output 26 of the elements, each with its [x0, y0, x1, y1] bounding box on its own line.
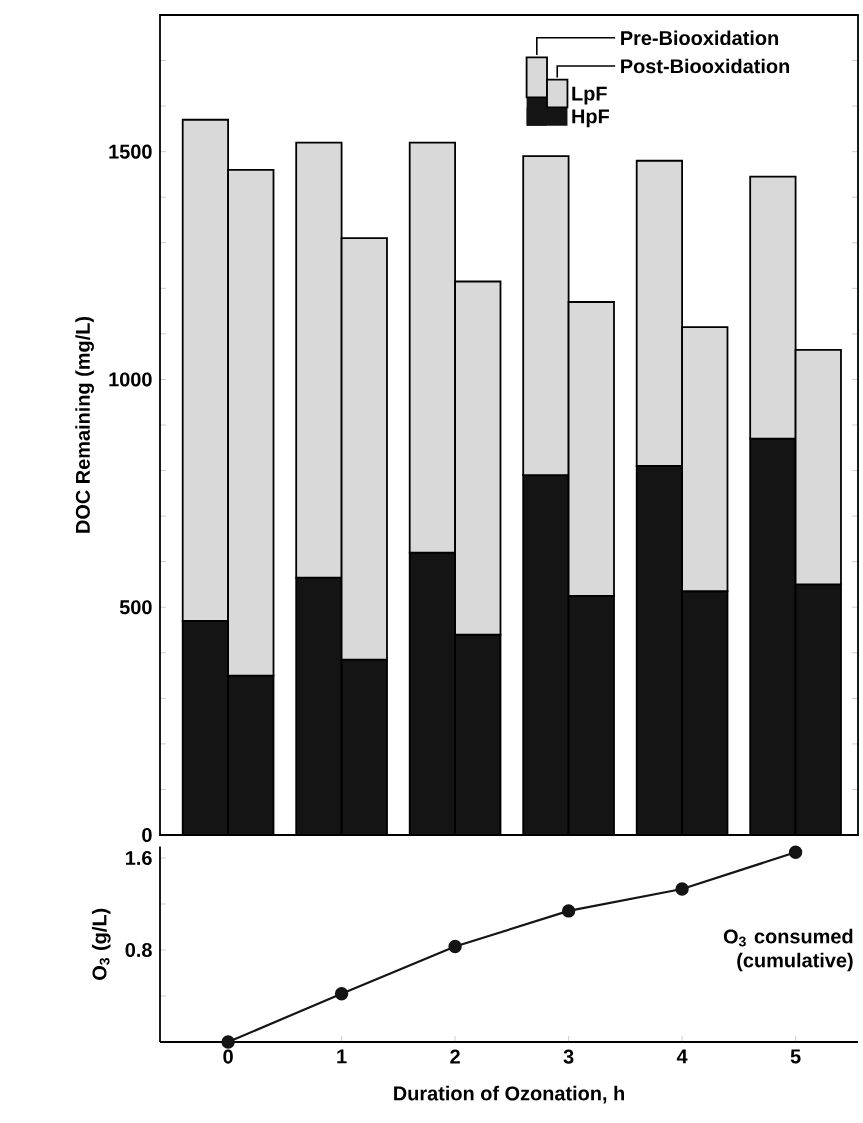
x-tick-label: 1	[337, 1049, 347, 1064]
point	[561, 904, 576, 918]
y-tick-label: 0	[142, 827, 152, 843]
x-axis-title: Duration of Ozonation, h	[394, 1085, 624, 1104]
y-tick-label: 500	[119, 600, 152, 615]
annotation: Post-Biooxidation	[621, 58, 790, 74]
y-tick-label: 0.8	[125, 942, 152, 958]
y-tick-label: 1500	[109, 144, 152, 159]
x-tick-label: 0	[223, 1049, 233, 1064]
y-tick-label: 1.6	[126, 850, 152, 866]
y-axis-title: DOC Remaining (mg/L)	[75, 316, 94, 533]
legend-label: LpF	[572, 86, 607, 105]
annotation: Pre-Biooxidation	[621, 30, 778, 46]
y-axis-title: O$_{3}$ (g/L)	[91, 908, 111, 980]
y-tick-label: 1000	[109, 372, 152, 387]
point	[221, 1035, 235, 1049]
legend-label: HpF	[572, 109, 609, 128]
annotation: O$_{3}$ consumed (cumulative)	[723, 928, 853, 972]
x-tick-label: 2	[450, 1049, 460, 1064]
x-tick-label: 4	[676, 1049, 688, 1064]
point	[334, 986, 349, 1001]
x-tick-label: 3	[563, 1049, 574, 1064]
x-tick-label: 5	[790, 1049, 801, 1064]
point	[788, 845, 803, 859]
point	[448, 939, 462, 954]
point	[675, 882, 689, 896]
